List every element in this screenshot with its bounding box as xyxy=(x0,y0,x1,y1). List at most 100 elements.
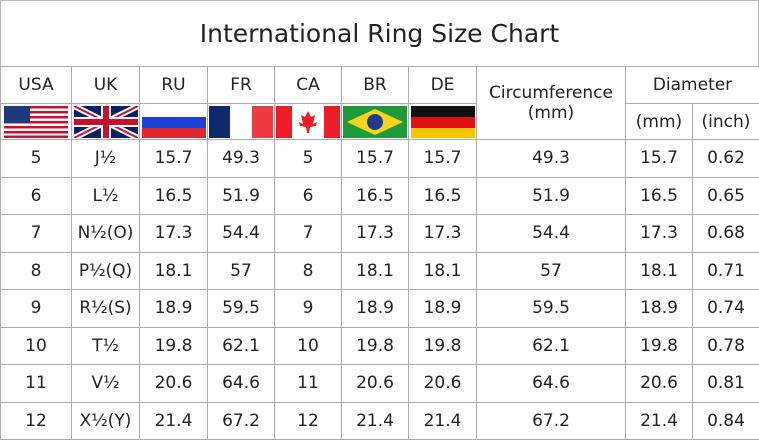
header-de: DE xyxy=(408,66,477,104)
cell-ca: 10 xyxy=(274,326,342,365)
cell-de: 16.5 xyxy=(408,176,477,215)
cell-de: 21.4 xyxy=(408,401,477,440)
cell-de: 18.9 xyxy=(408,289,477,328)
cell-br: 18.1 xyxy=(341,251,409,290)
canada-flag-cell xyxy=(274,103,342,140)
cell-diameter-inch: 0.78 xyxy=(692,326,759,365)
cell-ru: 18.1 xyxy=(139,251,208,290)
cell-de: 19.8 xyxy=(408,326,477,365)
cell-usa: 10 xyxy=(0,326,72,365)
germany-flag-icon xyxy=(410,105,475,138)
cell-diameter-mm: 16.5 xyxy=(625,176,693,215)
cell-ru: 18.9 xyxy=(139,289,208,328)
cell-usa: 9 xyxy=(0,289,72,328)
cell-diameter-inch: 0.81 xyxy=(692,364,759,403)
cell-br: 18.9 xyxy=(341,289,409,328)
cell-de: 20.6 xyxy=(408,364,477,403)
table-row: 6 L½ 16.5 51.9 6 16.5 16.5 51.9 16.5 0.65 xyxy=(0,176,759,215)
cell-diameter-mm: 21.4 xyxy=(625,401,693,440)
cell-de: 17.3 xyxy=(408,214,477,253)
table-row: 8 P½(Q) 18.1 57 8 18.1 18.1 57 18.1 0.71 xyxy=(0,251,759,290)
usa-flag-icon xyxy=(4,105,68,138)
cell-uk: X½(Y) xyxy=(71,401,140,440)
brazil-flag-icon xyxy=(343,105,407,138)
cell-usa: 12 xyxy=(0,401,72,440)
uk-flag-icon xyxy=(73,105,138,138)
header-usa: USA xyxy=(0,66,72,104)
header-diameter-mm: (mm) xyxy=(625,103,693,140)
cell-diameter-mm: 15.7 xyxy=(625,139,693,178)
cell-circumference-mm: 67.2 xyxy=(476,401,626,440)
header-ru: RU xyxy=(139,66,208,104)
cell-fr: 57 xyxy=(207,251,275,290)
cell-fr: 62.1 xyxy=(207,326,275,365)
cell-fr: 49.3 xyxy=(207,139,275,178)
cell-diameter-inch: 0.62 xyxy=(692,139,759,178)
uk-flag-cell xyxy=(71,103,140,140)
cell-br: 15.7 xyxy=(341,139,409,178)
russia-flag-cell xyxy=(139,103,208,140)
cell-usa: 11 xyxy=(0,364,72,403)
cell-diameter-mm: 18.1 xyxy=(625,251,693,290)
circumference-label: Circumference xyxy=(489,83,613,103)
table-row: 5 J½ 15.7 49.3 5 15.7 15.7 49.3 15.7 0.62 xyxy=(0,139,759,178)
cell-diameter-mm: 17.3 xyxy=(625,214,693,253)
cell-circumference-mm: 49.3 xyxy=(476,139,626,178)
cell-diameter-inch: 0.68 xyxy=(692,214,759,253)
cell-ca: 9 xyxy=(274,289,342,328)
table-row: 9 R½(S) 18.9 59.5 9 18.9 18.9 59.5 18.9 0.74 xyxy=(0,289,759,328)
table-row: 10 T½ 19.8 62.1 10 19.8 19.8 62.1 19.8 0.78 xyxy=(0,326,759,365)
cell-br: 20.6 xyxy=(341,364,409,403)
table-row: 7 N½(O) 17.3 54.4 7 17.3 17.3 54.4 17.3 0.68 xyxy=(0,214,759,253)
cell-diameter-inch: 0.71 xyxy=(692,251,759,290)
cell-ca: 7 xyxy=(274,214,342,253)
cell-circumference-mm: 59.5 xyxy=(476,289,626,328)
header-ca: CA xyxy=(274,66,342,104)
chart-title: International Ring Size Chart xyxy=(0,0,759,66)
table-row: 11 V½ 20.6 64.6 11 20.6 20.6 64.6 20.6 0.81 xyxy=(0,364,759,403)
cell-uk: L½ xyxy=(71,176,140,215)
cell-circumference-mm: 57 xyxy=(476,251,626,290)
cell-uk: J½ xyxy=(71,139,140,178)
cell-ru: 20.6 xyxy=(139,364,208,403)
header-br: BR xyxy=(341,66,409,104)
cell-circumference-mm: 54.4 xyxy=(476,214,626,253)
cell-ca: 8 xyxy=(274,251,342,290)
cell-ru: 19.8 xyxy=(139,326,208,365)
cell-uk: T½ xyxy=(71,326,140,365)
cell-diameter-mm: 18.9 xyxy=(625,289,693,328)
cell-br: 21.4 xyxy=(341,401,409,440)
cell-circumference-mm: 62.1 xyxy=(476,326,626,365)
cell-ru: 17.3 xyxy=(139,214,208,253)
cell-usa: 7 xyxy=(0,214,72,253)
cell-uk: V½ xyxy=(71,364,140,403)
cell-fr: 51.9 xyxy=(207,176,275,215)
cell-uk: P½(Q) xyxy=(71,251,140,290)
cell-diameter-inch: 0.84 xyxy=(692,401,759,440)
cell-uk: N½(O) xyxy=(71,214,140,253)
cell-usa: 6 xyxy=(0,176,72,215)
cell-uk: R½(S) xyxy=(71,289,140,328)
cell-de: 18.1 xyxy=(408,251,477,290)
canada-flag-icon xyxy=(276,105,340,138)
cell-ca: 11 xyxy=(274,364,342,403)
cell-ru: 16.5 xyxy=(139,176,208,215)
russia-flag-icon xyxy=(141,105,206,138)
header-uk: UK xyxy=(71,66,140,104)
cell-fr: 54.4 xyxy=(207,214,275,253)
cell-ca: 5 xyxy=(274,139,342,178)
table-row: 12 X½(Y) 21.4 67.2 12 21.4 21.4 67.2 21.4 0.84 xyxy=(0,401,759,440)
cell-circumference-mm: 51.9 xyxy=(476,176,626,215)
header-diameter: Diameter xyxy=(625,66,759,104)
cell-br: 17.3 xyxy=(341,214,409,253)
cell-diameter-mm: 20.6 xyxy=(625,364,693,403)
cell-ru: 21.4 xyxy=(139,401,208,440)
usa-flag-cell xyxy=(0,103,72,140)
cell-de: 15.7 xyxy=(408,139,477,178)
cell-fr: 59.5 xyxy=(207,289,275,328)
france-flag-icon xyxy=(209,105,273,138)
cell-fr: 67.2 xyxy=(207,401,275,440)
cell-usa: 5 xyxy=(0,139,72,178)
cell-br: 16.5 xyxy=(341,176,409,215)
france-flag-cell xyxy=(207,103,275,140)
